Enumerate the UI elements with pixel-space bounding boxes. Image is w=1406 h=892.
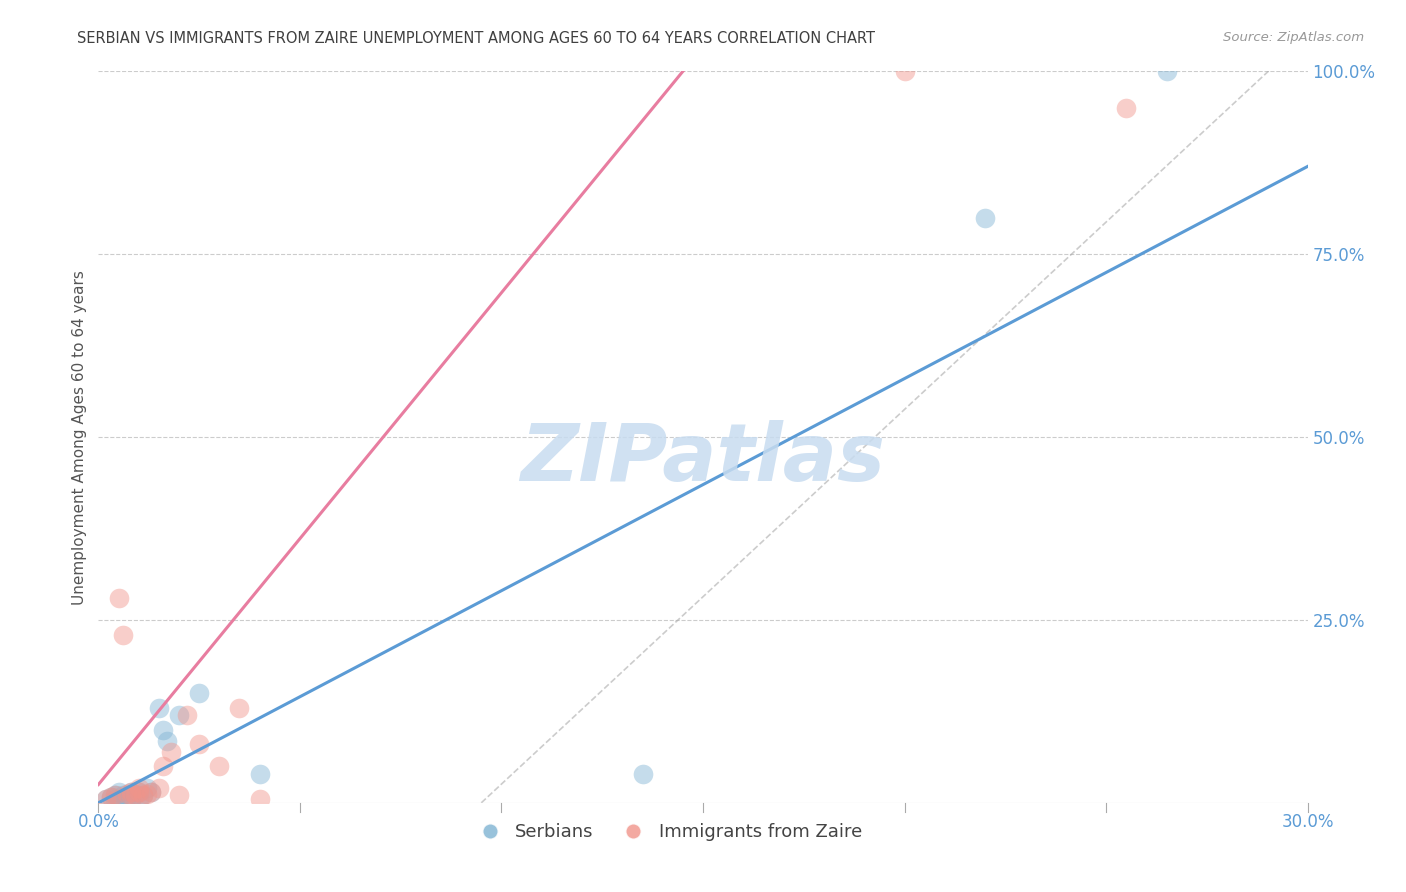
Text: SERBIAN VS IMMIGRANTS FROM ZAIRE UNEMPLOYMENT AMONG AGES 60 TO 64 YEARS CORRELAT: SERBIAN VS IMMIGRANTS FROM ZAIRE UNEMPLO…	[77, 31, 876, 46]
Point	[120, 792, 142, 806]
Text: Source: ZipAtlas.com: Source: ZipAtlas.com	[1223, 31, 1364, 45]
Point	[103, 789, 125, 803]
Point	[128, 781, 150, 796]
Point	[124, 789, 146, 803]
Point	[120, 785, 142, 799]
Point	[188, 686, 211, 700]
Point	[128, 785, 150, 799]
Legend: Serbians, Immigrants from Zaire: Serbians, Immigrants from Zaire	[464, 816, 869, 848]
Point	[148, 700, 170, 714]
Text: ZIPatlas: ZIPatlas	[520, 420, 886, 498]
Point	[249, 792, 271, 806]
Point	[1115, 101, 1137, 115]
Point	[1156, 64, 1178, 78]
Y-axis label: Unemployment Among Ages 60 to 64 years: Unemployment Among Ages 60 to 64 years	[72, 269, 87, 605]
Point	[132, 789, 155, 803]
Point	[115, 789, 138, 804]
Point	[103, 792, 125, 806]
Point	[107, 785, 129, 799]
Point	[100, 789, 122, 804]
Point	[148, 781, 170, 796]
Point	[167, 789, 190, 803]
Point	[96, 792, 118, 806]
Point	[139, 785, 162, 799]
Point	[893, 64, 915, 78]
Point	[128, 792, 150, 806]
Point	[974, 211, 997, 225]
Point	[124, 787, 146, 801]
Point	[111, 627, 134, 641]
Point	[631, 766, 654, 780]
Point	[152, 723, 174, 737]
Point	[167, 708, 190, 723]
Point	[115, 787, 138, 801]
Point	[107, 591, 129, 605]
Point	[96, 792, 118, 806]
Point	[208, 759, 231, 773]
Point	[228, 700, 250, 714]
Point	[139, 785, 162, 799]
Point	[135, 787, 157, 801]
Point	[107, 792, 129, 806]
Point	[152, 759, 174, 773]
Point	[132, 789, 155, 803]
Point	[156, 733, 179, 747]
Point	[160, 745, 183, 759]
Point	[111, 789, 134, 803]
Point	[120, 789, 142, 803]
Point	[135, 781, 157, 796]
Point	[249, 766, 271, 780]
Point	[176, 708, 198, 723]
Point	[120, 785, 142, 799]
Point	[188, 737, 211, 751]
Point	[103, 789, 125, 803]
Point	[128, 785, 150, 799]
Point	[100, 789, 122, 804]
